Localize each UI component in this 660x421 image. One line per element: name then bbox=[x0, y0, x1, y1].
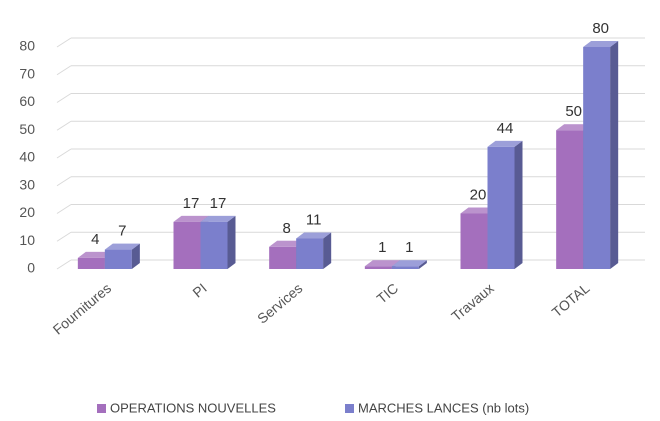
y-tick-label: 30 bbox=[19, 176, 35, 192]
value-label: 20 bbox=[470, 186, 487, 203]
value-label: 11 bbox=[306, 211, 322, 228]
bar-side bbox=[514, 140, 523, 269]
grid-line bbox=[56, 176, 72, 187]
y-tick-label: 50 bbox=[19, 121, 35, 137]
bar-top bbox=[200, 215, 236, 222]
bar-top-shade bbox=[460, 207, 496, 214]
bar-side-shade bbox=[610, 41, 619, 269]
bar-top bbox=[460, 207, 496, 214]
bar bbox=[296, 238, 324, 269]
bar-side bbox=[610, 41, 619, 269]
grid-line bbox=[56, 120, 72, 131]
grid-line bbox=[56, 204, 72, 214]
x-tick-label: TIC bbox=[374, 280, 402, 307]
value-label: 50 bbox=[565, 103, 582, 120]
legend-swatch bbox=[345, 404, 354, 413]
bar-top bbox=[77, 251, 113, 258]
legend-label: MARCHES LANCES (nb lots) bbox=[358, 400, 529, 415]
y-tick-label: 20 bbox=[19, 204, 35, 220]
bar-top bbox=[104, 243, 140, 250]
bar-side-shade bbox=[418, 260, 427, 269]
bar-top-shade bbox=[77, 251, 113, 258]
value-label: 1 bbox=[405, 239, 413, 256]
x-tick-label: TOTAL bbox=[549, 280, 593, 321]
bar-side-shade bbox=[514, 140, 523, 269]
bar bbox=[460, 213, 488, 269]
bar-top-shade bbox=[487, 140, 523, 147]
bar-top bbox=[391, 260, 427, 267]
grid-line bbox=[56, 231, 72, 242]
bar-top bbox=[556, 124, 592, 131]
y-tick-label: 40 bbox=[19, 149, 35, 165]
bar-side bbox=[227, 215, 236, 269]
bar-top bbox=[269, 240, 305, 247]
bar-top-shade bbox=[269, 240, 305, 247]
grid-line bbox=[56, 148, 72, 159]
bar-top bbox=[173, 215, 209, 222]
bar-side bbox=[418, 260, 427, 269]
y-tick-label: 0 bbox=[27, 260, 35, 276]
bar bbox=[77, 257, 105, 269]
value-label: 80 bbox=[592, 20, 609, 37]
bar bbox=[200, 221, 228, 269]
bar-side-shade bbox=[323, 232, 332, 269]
x-tick-label: Fournitures bbox=[50, 280, 115, 338]
value-label: 4 bbox=[91, 231, 99, 248]
value-label: 8 bbox=[282, 220, 290, 237]
value-label: 17 bbox=[210, 195, 227, 212]
y-tick-label: 70 bbox=[19, 65, 35, 81]
bar bbox=[487, 146, 515, 269]
bar bbox=[556, 130, 584, 269]
bar-top-shade bbox=[296, 232, 332, 239]
value-label: 17 bbox=[183, 195, 200, 212]
bar-side-shade bbox=[131, 243, 140, 269]
value-label: 44 bbox=[497, 120, 514, 137]
bar bbox=[269, 246, 297, 269]
bar-side bbox=[131, 243, 140, 269]
legend-swatch bbox=[97, 404, 106, 413]
bar-top-shade bbox=[200, 215, 236, 222]
bar bbox=[104, 249, 132, 269]
grid-line bbox=[56, 259, 72, 270]
bar bbox=[364, 266, 392, 269]
bar bbox=[583, 47, 611, 269]
bar-top-shade bbox=[556, 124, 592, 131]
grid-line bbox=[56, 93, 72, 103]
x-tick-label: Services bbox=[254, 280, 305, 327]
bar-side-shade bbox=[227, 215, 236, 269]
x-tick-label: PI bbox=[189, 280, 209, 301]
bar-side bbox=[323, 232, 332, 269]
bar bbox=[391, 266, 419, 269]
bar-top bbox=[583, 41, 619, 47]
bar-top-shade bbox=[104, 243, 140, 250]
y-tick-label: 60 bbox=[19, 93, 35, 109]
bar-top bbox=[487, 140, 523, 147]
bar-top-shade bbox=[173, 215, 209, 222]
grid-line bbox=[56, 65, 72, 76]
legend-label: OPERATIONS NOUVELLES bbox=[110, 400, 276, 415]
grid-line bbox=[56, 37, 72, 48]
bar-top bbox=[296, 232, 332, 239]
value-label: 7 bbox=[118, 223, 126, 240]
y-tick-label: 80 bbox=[19, 38, 35, 54]
bar-top-shade bbox=[364, 260, 400, 267]
bar-top-shade bbox=[391, 260, 427, 267]
value-label: 1 bbox=[378, 239, 386, 256]
bar bbox=[173, 221, 201, 269]
bar-top-shade bbox=[583, 41, 619, 47]
x-tick-label: Travaux bbox=[448, 280, 497, 324]
bar-top bbox=[364, 260, 400, 267]
y-tick-label: 10 bbox=[19, 232, 35, 248]
